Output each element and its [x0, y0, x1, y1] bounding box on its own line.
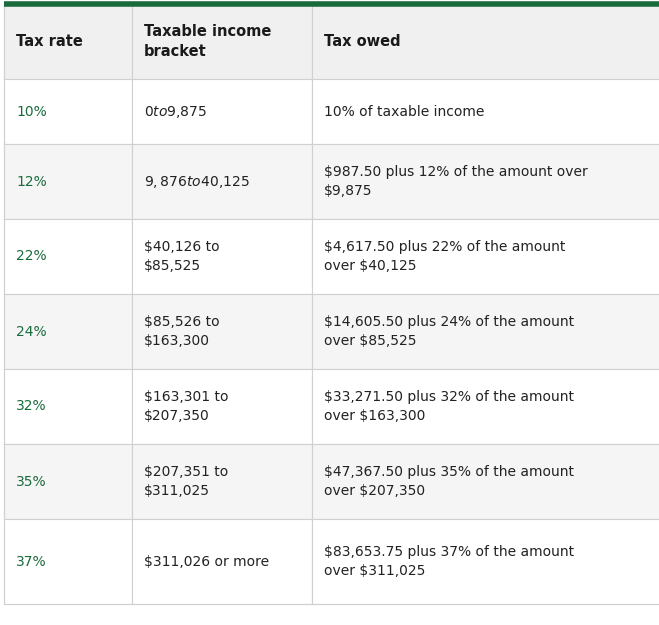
Text: 10%: 10%: [16, 104, 47, 119]
Text: Taxable income
bracket: Taxable income bracket: [144, 24, 272, 59]
Text: $207,351 to
$311,025: $207,351 to $311,025: [144, 465, 228, 498]
Text: $85,526 to
$163,300: $85,526 to $163,300: [144, 315, 219, 348]
Text: $33,271.50 plus 32% of the amount
over $163,300: $33,271.50 plus 32% of the amount over $…: [324, 390, 574, 423]
Bar: [132, 294, 312, 369]
Bar: [132, 519, 312, 604]
Bar: [4, 219, 132, 294]
Text: 35%: 35%: [16, 474, 47, 489]
Bar: [312, 79, 659, 144]
Bar: [4, 79, 132, 144]
Text: $0 to $9,875: $0 to $9,875: [144, 104, 207, 119]
Text: $163,301 to
$207,350: $163,301 to $207,350: [144, 390, 229, 423]
Bar: [312, 444, 659, 519]
Bar: [312, 519, 659, 604]
Bar: [312, 144, 659, 219]
Bar: [132, 219, 312, 294]
Bar: [4, 4, 132, 79]
Text: 22%: 22%: [16, 249, 47, 264]
Bar: [312, 4, 659, 79]
Text: $4,617.50 plus 22% of the amount
over $40,125: $4,617.50 plus 22% of the amount over $4…: [324, 240, 565, 273]
Bar: [312, 369, 659, 444]
Text: $47,367.50 plus 35% of the amount
over $207,350: $47,367.50 plus 35% of the amount over $…: [324, 465, 574, 498]
Bar: [132, 369, 312, 444]
Text: Tax owed: Tax owed: [324, 34, 401, 49]
Bar: [132, 144, 312, 219]
Bar: [312, 219, 659, 294]
Bar: [312, 294, 659, 369]
Text: $9,876 to $40,125: $9,876 to $40,125: [144, 174, 250, 189]
Text: $83,653.75 plus 37% of the amount
over $311,025: $83,653.75 plus 37% of the amount over $…: [324, 545, 574, 578]
Text: 37%: 37%: [16, 554, 47, 569]
Text: 32%: 32%: [16, 399, 47, 414]
Text: $14,605.50 plus 24% of the amount
over $85,525: $14,605.50 plus 24% of the amount over $…: [324, 315, 574, 348]
Bar: [132, 79, 312, 144]
Bar: [132, 444, 312, 519]
Bar: [4, 144, 132, 219]
Text: $40,126 to
$85,525: $40,126 to $85,525: [144, 240, 219, 273]
Bar: [4, 519, 132, 604]
Bar: [4, 444, 132, 519]
Text: 12%: 12%: [16, 174, 47, 189]
Text: $311,026 or more: $311,026 or more: [144, 554, 269, 569]
Text: 10% of taxable income: 10% of taxable income: [324, 104, 484, 119]
Bar: [4, 369, 132, 444]
Text: $987.50 plus 12% of the amount over
$9,875: $987.50 plus 12% of the amount over $9,8…: [324, 165, 588, 198]
Text: Tax rate: Tax rate: [16, 34, 83, 49]
Bar: [132, 4, 312, 79]
Text: 24%: 24%: [16, 324, 47, 339]
Bar: [4, 294, 132, 369]
